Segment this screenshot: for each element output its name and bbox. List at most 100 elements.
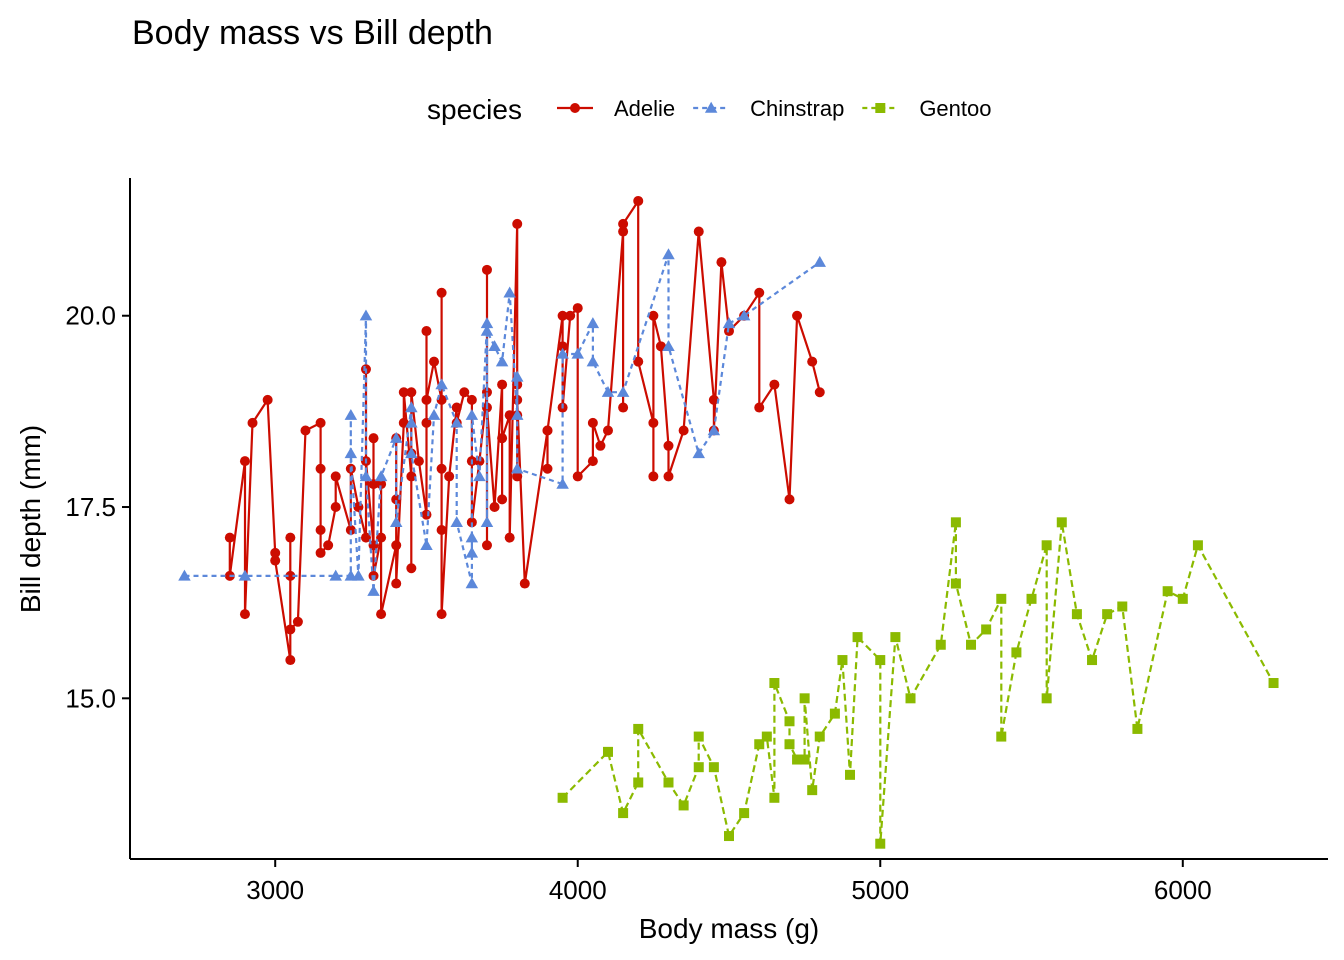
series-chinstrap <box>178 248 827 596</box>
series-line-adelie <box>228 199 821 662</box>
data-point <box>792 310 803 321</box>
data-point <box>587 417 598 428</box>
data-point <box>981 624 992 635</box>
data-point <box>497 379 508 390</box>
data-point <box>398 387 409 398</box>
data-point <box>465 577 479 589</box>
data-point <box>466 517 477 528</box>
data-point <box>648 471 659 482</box>
series-line-gentoo <box>561 521 1275 845</box>
data-point <box>739 808 750 819</box>
data-point <box>360 532 371 543</box>
data-point <box>315 547 326 558</box>
data-point <box>678 800 689 811</box>
data-point <box>367 584 380 596</box>
data-point <box>602 746 613 757</box>
legend-key-marker <box>570 103 580 113</box>
data-point <box>436 287 447 298</box>
data-point <box>374 470 388 482</box>
legend-label: Gentoo <box>919 96 991 121</box>
legend: species Adelie Chinstrap Gentoo <box>427 94 991 125</box>
data-point <box>481 540 492 551</box>
data-point <box>292 616 303 627</box>
data-point <box>510 370 524 382</box>
data-point <box>1132 723 1143 734</box>
data-point <box>450 516 463 528</box>
data-point <box>473 470 486 482</box>
data-point <box>662 340 675 352</box>
data-point <box>663 777 674 788</box>
data-point <box>784 716 795 727</box>
x-tick-label: 5000 <box>851 875 909 905</box>
legend-item-chinstrap: Chinstrap <box>693 96 844 121</box>
data-point <box>1026 593 1037 604</box>
data-point <box>436 609 447 620</box>
data-point <box>435 378 448 390</box>
plot-area: 3000 4000 5000 6000 15.0 17.5 20.0 <box>65 178 1328 905</box>
data-point <box>495 355 509 367</box>
data-point <box>285 655 296 666</box>
data-point <box>315 463 326 474</box>
data-point <box>792 754 803 765</box>
data-point <box>693 762 704 773</box>
data-point <box>784 739 795 750</box>
series-gentoo <box>557 517 1279 849</box>
data-point <box>444 471 455 482</box>
data-point <box>389 516 403 528</box>
data-point <box>315 417 326 428</box>
data-point <box>323 540 334 551</box>
data-point <box>769 379 780 390</box>
data-point <box>376 532 387 543</box>
data-point <box>799 754 810 765</box>
data-point <box>837 655 848 666</box>
data-point <box>344 408 358 420</box>
data-point <box>436 524 447 535</box>
data-point <box>905 693 916 704</box>
data-point <box>465 408 479 420</box>
data-point <box>663 471 674 482</box>
data-point <box>1071 609 1082 620</box>
data-point <box>996 731 1007 742</box>
data-point <box>542 425 553 436</box>
data-point <box>950 517 961 528</box>
data-point <box>557 341 568 352</box>
legend-item-gentoo: Gentoo <box>862 96 991 121</box>
data-point <box>489 502 500 513</box>
data-point <box>845 769 856 780</box>
legend-label: Adelie <box>614 96 675 121</box>
data-point <box>451 402 462 413</box>
data-point <box>329 569 342 581</box>
data-point <box>368 479 379 490</box>
data-point <box>708 762 719 773</box>
chart-title: Body mass vs Bill depth <box>132 14 493 52</box>
data-point <box>330 471 341 482</box>
data-point <box>814 387 825 398</box>
data-point <box>480 324 494 336</box>
data-point <box>852 632 863 643</box>
data-point <box>436 463 447 474</box>
data-point <box>376 609 387 620</box>
data-point <box>966 639 977 650</box>
data-point <box>571 347 584 359</box>
legend-title: species <box>427 94 522 125</box>
legend-item-adelie: Adelie <box>557 96 675 121</box>
data-point <box>542 463 553 474</box>
data-point <box>315 524 326 535</box>
data-point <box>503 286 516 298</box>
data-point <box>950 578 961 589</box>
x-tick-label: 3000 <box>246 875 304 905</box>
data-point <box>285 570 296 581</box>
data-point <box>616 385 630 397</box>
data-point <box>262 394 273 405</box>
data-point <box>421 509 432 520</box>
data-point <box>406 387 417 398</box>
data-point <box>488 340 501 352</box>
data-point <box>1087 655 1098 666</box>
data-point <box>270 555 281 566</box>
data-point <box>427 408 441 420</box>
data-point <box>572 471 583 482</box>
data-point <box>633 723 644 734</box>
x-tick-label: 4000 <box>549 875 607 905</box>
data-point <box>557 310 568 321</box>
